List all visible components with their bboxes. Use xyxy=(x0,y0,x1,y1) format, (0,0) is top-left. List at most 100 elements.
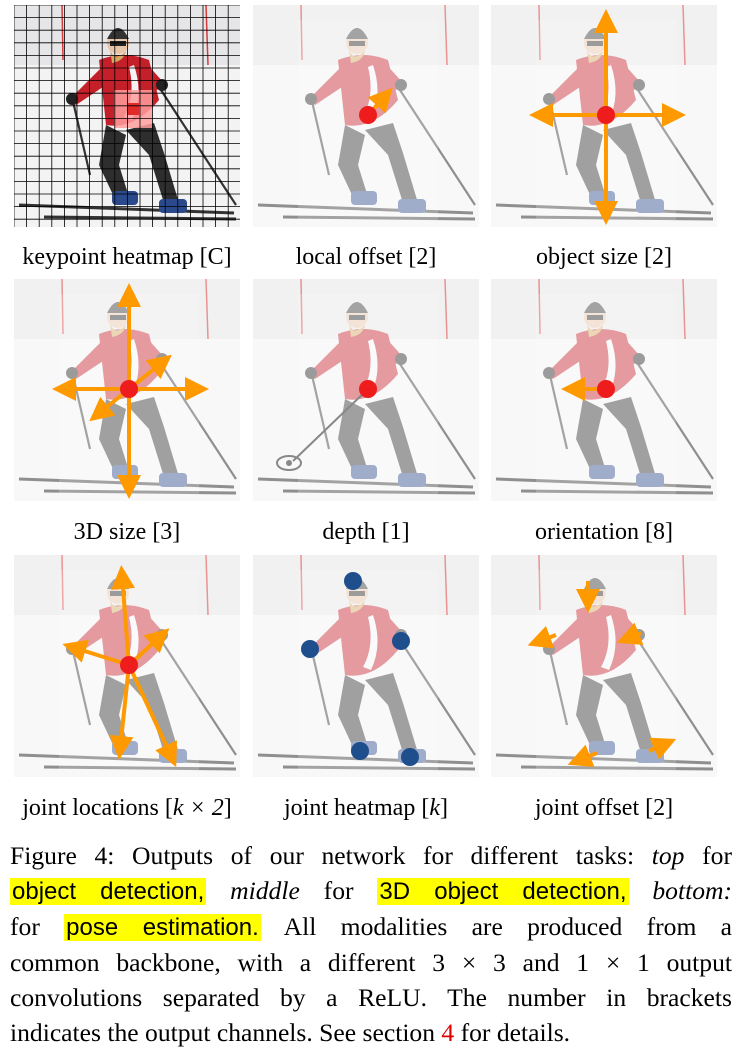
image-keypoint-heatmap xyxy=(14,5,240,227)
fence-pole xyxy=(444,279,448,340)
center-point xyxy=(120,380,138,398)
center-point xyxy=(359,106,377,124)
fence-pole xyxy=(444,5,448,66)
section-link[interactable]: 4 xyxy=(441,1018,455,1047)
bbox-highlight xyxy=(536,570,676,770)
ski-pole-right xyxy=(635,636,714,756)
joint-offset-arrow xyxy=(648,737,677,760)
fade-overlay xyxy=(253,555,479,777)
label-joint-heatmap: joint heatmap [k] xyxy=(284,795,448,821)
leg-left xyxy=(338,399,368,471)
ski-right xyxy=(520,489,714,495)
hair xyxy=(349,323,365,337)
glove-right xyxy=(633,353,645,365)
beanie xyxy=(346,302,368,313)
boot-right xyxy=(159,199,187,213)
arm-left xyxy=(308,67,345,105)
fence-pole xyxy=(300,555,303,611)
fence-pole xyxy=(538,279,541,335)
fence-pole xyxy=(61,5,64,61)
boot-left xyxy=(351,465,377,479)
sunglasses xyxy=(110,41,126,46)
bbox-highlight xyxy=(298,570,438,770)
glove-left xyxy=(543,93,555,105)
hair xyxy=(110,49,126,63)
center-point xyxy=(597,106,615,124)
jacket-stripe xyxy=(124,339,139,394)
image-orientation xyxy=(491,279,717,501)
center-point xyxy=(597,380,615,398)
sunglasses xyxy=(349,591,365,596)
leg-right xyxy=(365,673,418,753)
boot-right xyxy=(159,473,187,487)
label-object-size: object size [2] xyxy=(536,244,672,270)
fence-pole xyxy=(682,279,686,340)
panel-joint-locations xyxy=(14,555,240,777)
hair xyxy=(110,323,126,337)
glove-left xyxy=(543,367,555,379)
beanie xyxy=(346,28,368,39)
fade-overlay xyxy=(491,555,717,777)
fence-pole xyxy=(205,555,209,616)
image-depth xyxy=(253,279,479,501)
label-joint-locations: joint locations [k × 2] xyxy=(22,795,232,821)
caption-line-1: Figure 4: Outputs of our network for dif… xyxy=(10,841,732,870)
center-point xyxy=(359,380,377,398)
ski-pole-left xyxy=(547,370,569,450)
caption-line-6: indicates the output channels. See secti… xyxy=(10,1018,571,1047)
joint-vector-arrow xyxy=(62,639,130,667)
highlight-3d-object-detection: 3D object detection, xyxy=(377,878,629,905)
heatmap-center xyxy=(127,103,139,115)
sunglasses xyxy=(349,41,365,46)
jacket-stripe xyxy=(124,615,139,670)
fence-pole xyxy=(682,5,686,66)
leg-right xyxy=(365,123,418,203)
hair xyxy=(587,323,603,337)
snow-slope xyxy=(491,279,717,339)
eye-pupil-icon xyxy=(286,460,292,466)
image-local-offset xyxy=(253,5,479,227)
ski-pole-right xyxy=(158,636,237,756)
snow-slope xyxy=(253,279,479,339)
ski-pole-left xyxy=(309,646,331,726)
fence-pole xyxy=(61,555,64,611)
caption-line-3: for pose estimation. All modalities are … xyxy=(10,912,733,941)
ski-right xyxy=(282,765,476,771)
image-joint-offset xyxy=(491,555,717,777)
glove-left xyxy=(305,93,317,105)
joint-offset-arrow xyxy=(616,622,644,645)
boot-right xyxy=(398,199,426,213)
fence-pole xyxy=(205,279,209,340)
sunglasses xyxy=(110,591,126,596)
leg-right xyxy=(603,673,656,753)
panel-object-size xyxy=(491,5,717,227)
leg-right xyxy=(365,397,418,477)
snow-slope xyxy=(253,555,479,615)
ski-pole-right xyxy=(397,636,476,756)
ski-right xyxy=(43,765,237,771)
ski-pole-right xyxy=(158,360,237,480)
fence-pole xyxy=(682,555,686,616)
leg-left xyxy=(576,399,606,471)
ski-pole-right xyxy=(635,360,714,480)
panel-keypoint-heatmap xyxy=(14,5,240,227)
ski-pole-right xyxy=(397,86,476,206)
jacket-stripe xyxy=(601,339,616,394)
ski-pole-right xyxy=(397,360,476,480)
sunglasses xyxy=(349,315,365,320)
sunglasses xyxy=(587,315,603,320)
label-depth: depth [1] xyxy=(322,519,410,545)
center-point xyxy=(120,656,138,674)
glove-right xyxy=(395,353,407,365)
leg-right xyxy=(603,397,656,477)
ski-pole-right xyxy=(158,86,237,206)
boot-left xyxy=(351,191,377,205)
snow-slope xyxy=(253,5,479,65)
ski-left xyxy=(257,477,474,489)
depth-ray xyxy=(292,388,369,462)
fence-pole xyxy=(538,5,541,61)
eye-icon xyxy=(276,455,302,471)
leg-left xyxy=(338,125,368,197)
beanie xyxy=(107,28,129,39)
joint-point xyxy=(401,748,419,766)
